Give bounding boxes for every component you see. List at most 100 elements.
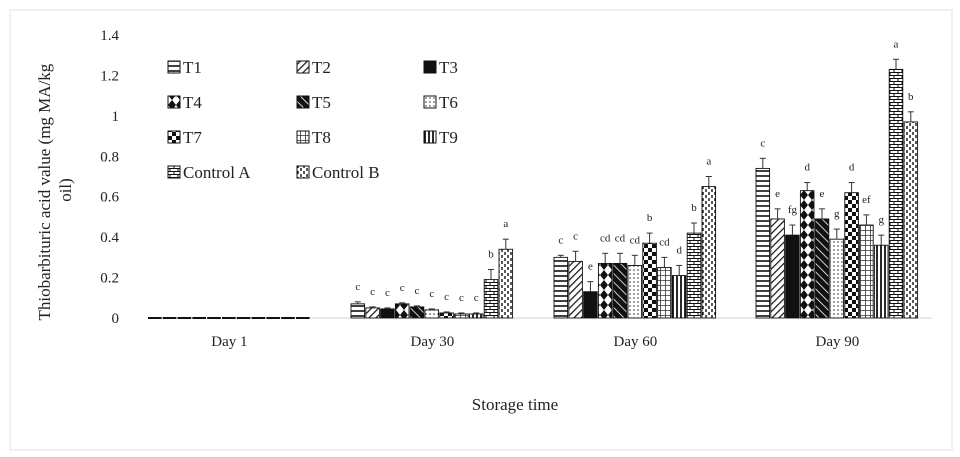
- x-category-label: Day 60: [614, 334, 658, 350]
- y-axis-ticks: 0 0.2 0.4 0.6 0.8 1 1.2 1.4: [100, 28, 119, 327]
- significance-label: c: [573, 230, 578, 242]
- bar: [498, 248, 514, 319]
- significance-label: c: [355, 281, 360, 293]
- significance-label: c: [760, 137, 765, 149]
- significance-label: d: [804, 162, 810, 174]
- significance-label: a: [503, 218, 508, 230]
- y-tick-label: 0.8: [100, 149, 119, 165]
- bar: [755, 167, 771, 319]
- legend-label: Control B: [312, 163, 380, 182]
- bar: [873, 244, 889, 319]
- legend-swatch: [167, 95, 181, 109]
- bar: [597, 262, 613, 319]
- bar: [829, 238, 845, 319]
- legend-swatch: [296, 130, 310, 144]
- legend-swatch: [423, 95, 437, 109]
- x-category-label: Day 30: [411, 334, 455, 350]
- legend-label: T5: [312, 93, 331, 112]
- bar: [468, 313, 484, 319]
- chart-border: [9, 9, 953, 451]
- bar: [785, 234, 800, 319]
- legend: T1 T2 T3 T4 T5 T6 T7 T8 T9 Control A Control B: [167, 58, 458, 182]
- legend-label: Control A: [183, 163, 251, 182]
- legend-label: T2: [312, 58, 331, 77]
- significance-label: cd: [615, 232, 626, 244]
- bar: [799, 190, 815, 319]
- bar: [583, 291, 598, 319]
- significance-label: a: [706, 156, 711, 168]
- legend-label: T6: [439, 93, 458, 112]
- significance-label: ef: [862, 194, 871, 206]
- legend-label: T7: [183, 128, 202, 147]
- legend-swatch: [296, 95, 310, 109]
- bar: [394, 303, 410, 319]
- significance-label: c: [558, 234, 563, 246]
- legend-swatch: [296, 165, 310, 179]
- bar: [701, 186, 717, 319]
- significance-label: c: [459, 292, 464, 304]
- legend-swatch: [167, 130, 181, 144]
- significance-label: cd: [630, 234, 641, 246]
- significance-label: b: [908, 91, 914, 103]
- x-category-label: Day 1: [211, 334, 247, 350]
- x-category-label: Day 90: [816, 334, 860, 350]
- y-tick-label: 1.4: [100, 28, 119, 44]
- bar: [859, 224, 874, 319]
- significance-label: fg: [788, 204, 798, 216]
- bar: [903, 121, 919, 319]
- significance-label: cd: [600, 232, 611, 244]
- bar: [553, 256, 569, 319]
- x-axis-title: Storage time: [472, 395, 558, 414]
- legend-label: T4: [183, 93, 202, 112]
- y-axis-title: Thiobarbituric acid value (mg MA/kg oil): [35, 59, 75, 320]
- y-tick-label: 0.4: [100, 230, 119, 246]
- bar: [483, 279, 499, 319]
- legend-label: T8: [312, 128, 331, 147]
- bar: [612, 262, 628, 319]
- bar: [424, 309, 440, 319]
- significance-label: d: [849, 162, 855, 174]
- significance-label: c: [370, 286, 375, 298]
- significance-label: d: [676, 244, 682, 256]
- bar: [888, 68, 904, 319]
- significance-label: c: [385, 287, 390, 299]
- legend-label: T1: [183, 58, 202, 77]
- significance-label: g: [878, 214, 884, 226]
- significance-label: c: [474, 292, 479, 304]
- significance-label: a: [894, 38, 899, 50]
- significance-label: b: [691, 202, 697, 214]
- y-axis-title-line-1: Thiobarbituric acid value (mg MA/kg: [35, 63, 54, 320]
- bar: [844, 192, 859, 319]
- y-tick-label: 1.2: [100, 68, 119, 84]
- bar: [380, 308, 395, 319]
- bar: [409, 306, 425, 319]
- bar: [454, 313, 469, 319]
- legend-label: T9: [439, 128, 458, 147]
- y-tick-label: 0.2: [100, 271, 119, 287]
- bar: [365, 307, 380, 319]
- bar: [814, 218, 830, 319]
- significance-label: c: [400, 282, 405, 294]
- y-axis-title-line-2: oil): [56, 178, 75, 202]
- y-tick-label: 0.6: [100, 190, 119, 206]
- significance-label: g: [834, 208, 840, 220]
- y-tick-label: 1: [112, 109, 120, 125]
- bar: [627, 264, 643, 319]
- legend-swatch: [167, 60, 181, 74]
- significance-label: b: [488, 248, 494, 260]
- bar: [350, 303, 366, 319]
- bar: [671, 275, 687, 319]
- significance-label: e: [775, 188, 780, 200]
- bar: [770, 218, 785, 319]
- significance-label: e: [820, 188, 825, 200]
- significance-label: cd: [659, 236, 670, 248]
- significance-label: c: [415, 285, 420, 297]
- bar: [686, 232, 702, 319]
- legend-swatch: [296, 60, 310, 74]
- significance-label: c: [429, 288, 434, 300]
- bar: [657, 267, 672, 319]
- bar: [642, 242, 657, 319]
- legend-swatch: [423, 60, 437, 74]
